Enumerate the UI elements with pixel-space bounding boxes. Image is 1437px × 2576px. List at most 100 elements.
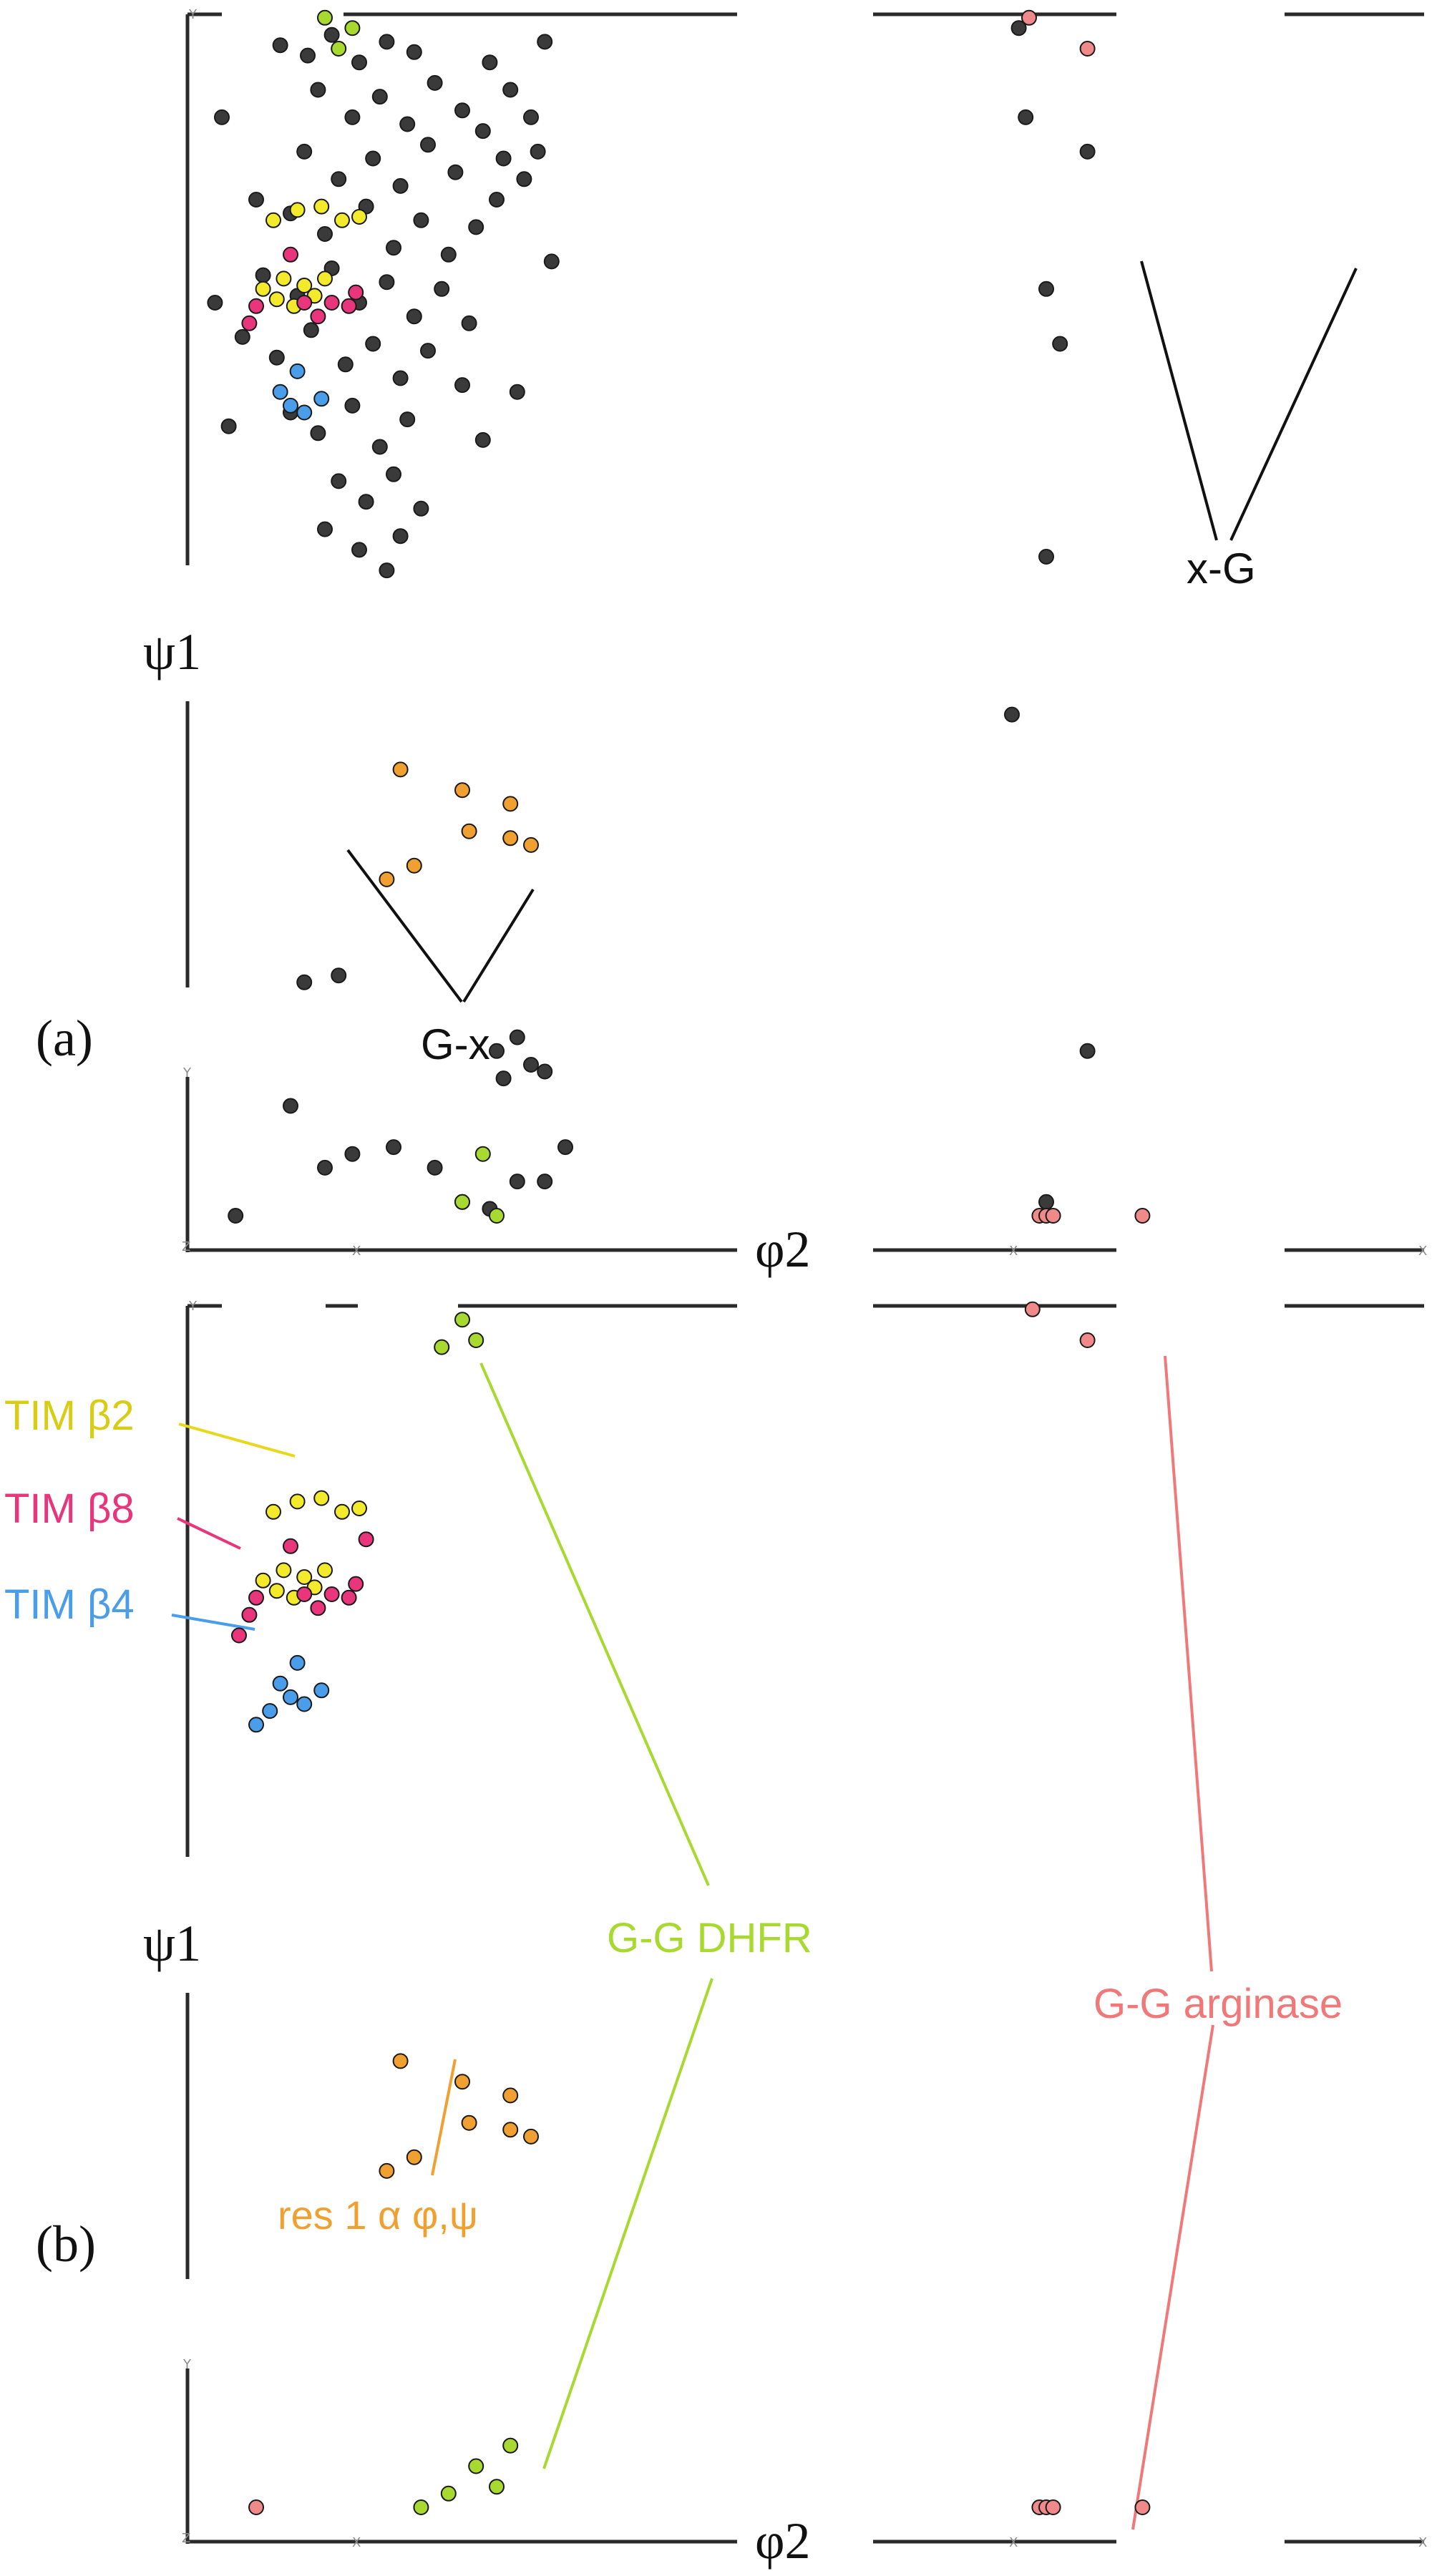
data-point	[283, 1538, 298, 1554]
data-point	[489, 192, 505, 208]
data-point	[1079, 143, 1096, 160]
panel-label: (a)	[36, 1010, 93, 1067]
data-point	[313, 1682, 330, 1699]
data-point	[468, 219, 484, 235]
data-point	[262, 1703, 278, 1719]
scatter-points-b	[231, 1301, 1151, 2515]
data-point	[313, 391, 330, 407]
data-point	[1134, 2499, 1151, 2515]
data-point	[323, 295, 340, 311]
data-point	[337, 356, 354, 373]
data-point	[482, 54, 498, 71]
data-point	[317, 270, 333, 287]
data-point	[523, 836, 539, 853]
data-point	[317, 521, 333, 537]
data-point	[300, 47, 316, 64]
tick-mark: X	[352, 2535, 361, 2550]
data-point	[268, 1583, 285, 1599]
data-point	[344, 1146, 361, 1162]
data-point	[440, 2485, 457, 2502]
data-point	[523, 109, 539, 125]
label-g-g-arginase-text: G-G arginase	[1093, 1981, 1343, 2027]
data-point	[523, 2128, 539, 2145]
data-point	[543, 253, 560, 270]
data-point	[523, 1057, 539, 1073]
data-point	[255, 267, 271, 283]
data-point	[371, 89, 388, 105]
data-point	[1004, 706, 1020, 723]
data-point	[358, 494, 374, 510]
data-point	[1021, 9, 1037, 26]
data-point	[289, 363, 306, 379]
tick-mark: Y	[182, 1065, 192, 1080]
data-point	[248, 298, 264, 314]
data-point	[413, 2499, 429, 2515]
y-axis-label: ψ1	[143, 623, 201, 680]
data-point	[283, 397, 298, 414]
data-point	[427, 74, 443, 91]
data-point	[468, 1332, 484, 1348]
data-point	[351, 209, 367, 225]
data-point	[454, 782, 470, 799]
data-point	[248, 1589, 264, 1606]
data-point	[537, 1174, 553, 1190]
label-g-g-dhfr: G-G DHFR	[479, 1362, 812, 2469]
data-point	[241, 1606, 258, 1623]
data-point	[434, 1339, 450, 1355]
data-point	[1079, 1332, 1096, 1348]
annotation-x-g: x-G	[1140, 260, 1358, 592]
data-point	[323, 26, 340, 43]
data-point	[1052, 336, 1068, 352]
data-point	[248, 1717, 264, 1733]
data-point	[214, 109, 230, 125]
data-point	[296, 1586, 313, 1602]
data-point	[266, 212, 281, 228]
data-point	[461, 823, 477, 839]
data-point	[276, 270, 292, 287]
data-point	[530, 143, 546, 160]
data-point	[365, 336, 381, 352]
data-point	[1010, 20, 1027, 36]
data-point	[502, 82, 519, 98]
data-point	[272, 384, 288, 400]
data-point	[310, 1600, 326, 1616]
data-point	[1024, 1301, 1041, 1317]
data-point	[317, 1159, 333, 1176]
data-point	[434, 280, 450, 297]
data-point	[420, 137, 436, 153]
data-point	[406, 857, 422, 874]
tick-mark: Y	[182, 2357, 192, 2372]
data-point	[379, 2162, 395, 2179]
data-point	[331, 41, 347, 57]
data-point	[248, 192, 264, 208]
data-point	[392, 177, 409, 194]
data-point	[413, 500, 429, 517]
data-point	[474, 1146, 491, 1162]
data-point	[413, 212, 429, 228]
data-point	[440, 246, 457, 263]
tick-mark: X	[1418, 1244, 1427, 1259]
label-tim-beta2: TIM β2	[4, 1392, 296, 1458]
data-point	[323, 1586, 340, 1602]
data-point	[317, 9, 333, 26]
data-point	[516, 171, 532, 187]
data-point	[348, 284, 364, 301]
data-point	[283, 246, 298, 263]
data-point	[313, 198, 330, 215]
data-point	[537, 34, 553, 50]
data-point	[1045, 1208, 1061, 1224]
data-point	[379, 34, 395, 50]
data-point	[537, 1063, 553, 1080]
data-point	[341, 298, 357, 314]
data-point	[502, 2122, 519, 2138]
data-point	[474, 431, 491, 448]
data-point	[1079, 1043, 1096, 1059]
data-point	[502, 2437, 519, 2454]
data-point	[303, 322, 319, 338]
label-res1-alpha-text: res 1 α φ,ψ	[278, 2192, 478, 2238]
data-point	[386, 466, 401, 482]
data-point	[461, 315, 477, 331]
data-point	[1079, 41, 1096, 57]
data-point	[296, 295, 313, 311]
